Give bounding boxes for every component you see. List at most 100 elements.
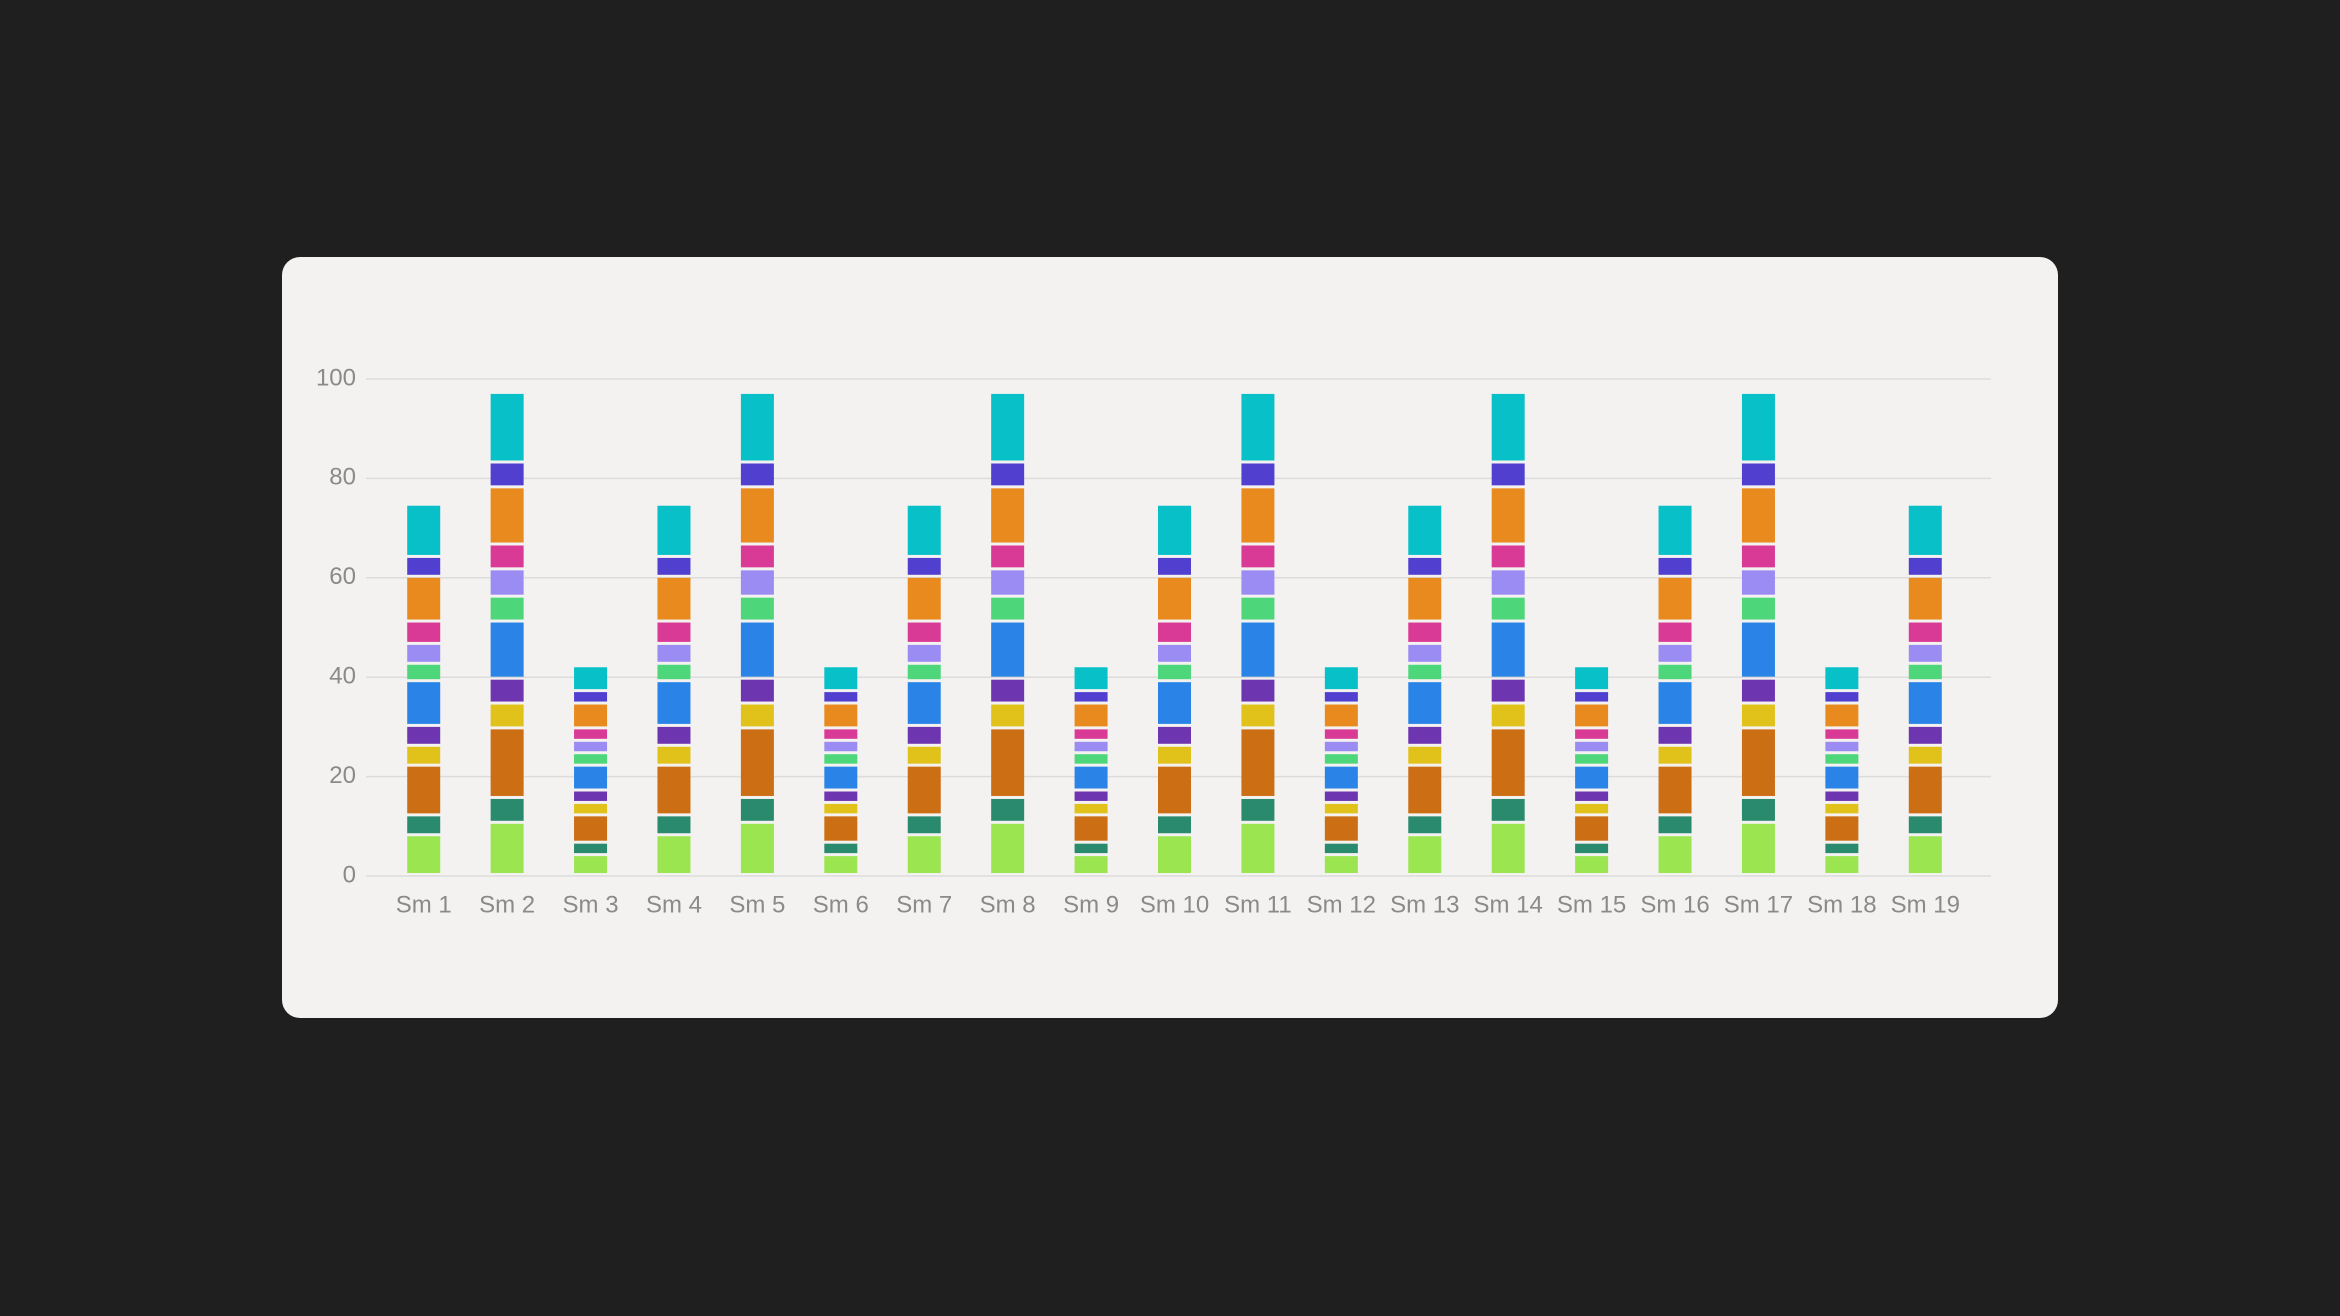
bar-segment [1324, 667, 1358, 690]
bar-segment [657, 644, 691, 662]
bar-segment [1908, 557, 1942, 575]
bar-segment [407, 664, 441, 680]
x-tick-label: Sm 6 [813, 891, 869, 918]
bar-segment [1408, 622, 1442, 642]
bar-segment [991, 729, 1025, 796]
bar-segment [1074, 803, 1108, 814]
bar-segment [1158, 746, 1191, 764]
bar-segment [1324, 843, 1358, 854]
bar-segment [1074, 816, 1108, 841]
bar-segment [1575, 791, 1609, 801]
bar-segment [1575, 729, 1609, 739]
bar-segment [657, 505, 691, 555]
bar-segment [657, 682, 691, 724]
bar-segment [1074, 791, 1108, 801]
bar-segment [1324, 791, 1358, 801]
bar-segment [1575, 803, 1609, 814]
bar-segment [1825, 692, 1859, 702]
bar-segment [1741, 729, 1775, 796]
bar-segment [1158, 644, 1191, 662]
bar-segment [1408, 682, 1442, 724]
bar-segment [740, 463, 774, 486]
bar-segment [1825, 856, 1859, 873]
x-tick-label: Sm 10 [1140, 891, 1209, 918]
bar-segment [1575, 766, 1609, 789]
bar-segment [1074, 667, 1108, 690]
bar-segment [1158, 557, 1191, 575]
bar-segment [907, 577, 941, 620]
x-tick-label: Sm 9 [1063, 891, 1119, 918]
bar-segment [1491, 704, 1525, 727]
bar-segment [574, 803, 608, 814]
bar-segment [1074, 766, 1108, 789]
bar-segment [1658, 664, 1692, 680]
bar-segment [1825, 843, 1859, 854]
bar-segment [407, 746, 441, 764]
bar-segment [1825, 741, 1859, 752]
x-tick-label: Sm 4 [646, 891, 702, 918]
bar-segment [907, 557, 941, 575]
bar-segment [407, 505, 441, 555]
bar-segment [1408, 836, 1442, 873]
bar-segment [574, 856, 608, 873]
bar-segment [1241, 393, 1275, 461]
bar-segment [1491, 679, 1525, 702]
x-tick-label: Sm 18 [1807, 891, 1876, 918]
bar-segment [824, 856, 858, 873]
y-tick-label: 20 [329, 762, 356, 789]
bar-segment [824, 692, 858, 702]
bar-segment [1158, 505, 1191, 555]
bar-segment [574, 791, 608, 801]
bar-segment [1658, 505, 1692, 555]
bar-segment [907, 644, 941, 662]
bar-segment [1408, 577, 1442, 620]
bar-segment [991, 798, 1025, 821]
bar-segment [1908, 766, 1942, 814]
bar-segment [1741, 704, 1775, 727]
bar-segment [907, 766, 941, 814]
bar-segment [1491, 545, 1525, 568]
bar-segment [1408, 505, 1442, 555]
bar-segment [1908, 505, 1942, 555]
bar-segment [907, 816, 941, 834]
bar-segment [407, 622, 441, 642]
bar-segment [407, 816, 441, 834]
bar-segment [407, 726, 441, 744]
bar-segment [1741, 545, 1775, 568]
bar-segment [824, 729, 858, 739]
bar-segment [1408, 726, 1442, 744]
bar-segment [1825, 816, 1859, 841]
bar-segment [657, 766, 691, 814]
bar-segment [1241, 622, 1275, 677]
bar-segment [1741, 798, 1775, 821]
bar-segment [1741, 597, 1775, 620]
bar-segment [1324, 741, 1358, 752]
bar-segment [1825, 766, 1859, 789]
bar-segment [1158, 836, 1191, 873]
bar-segment [1741, 488, 1775, 543]
bar-segment [657, 577, 691, 620]
bar-segment [1658, 682, 1692, 724]
bar-segment [490, 704, 524, 727]
bar-segment [1158, 766, 1191, 814]
bar-segment [824, 816, 858, 841]
bar-segment [407, 836, 441, 873]
bar-segment [1491, 393, 1525, 461]
bar-segment [490, 729, 524, 796]
bar-segment [1158, 816, 1191, 834]
bar-segment [907, 682, 941, 724]
bar-segment [574, 741, 608, 752]
bar-segment [657, 557, 691, 575]
x-tick-label: Sm 5 [729, 891, 785, 918]
bar-segment [1825, 667, 1859, 690]
bar-segment [1575, 704, 1609, 727]
bar-segment [991, 545, 1025, 568]
bar-segment [574, 754, 608, 764]
bar-segment [824, 791, 858, 801]
bar-segment [657, 622, 691, 642]
bar-segment [1491, 570, 1525, 595]
bar-segment [1741, 570, 1775, 595]
bar-segment [1241, 463, 1275, 486]
y-tick-label: 60 [329, 563, 356, 590]
